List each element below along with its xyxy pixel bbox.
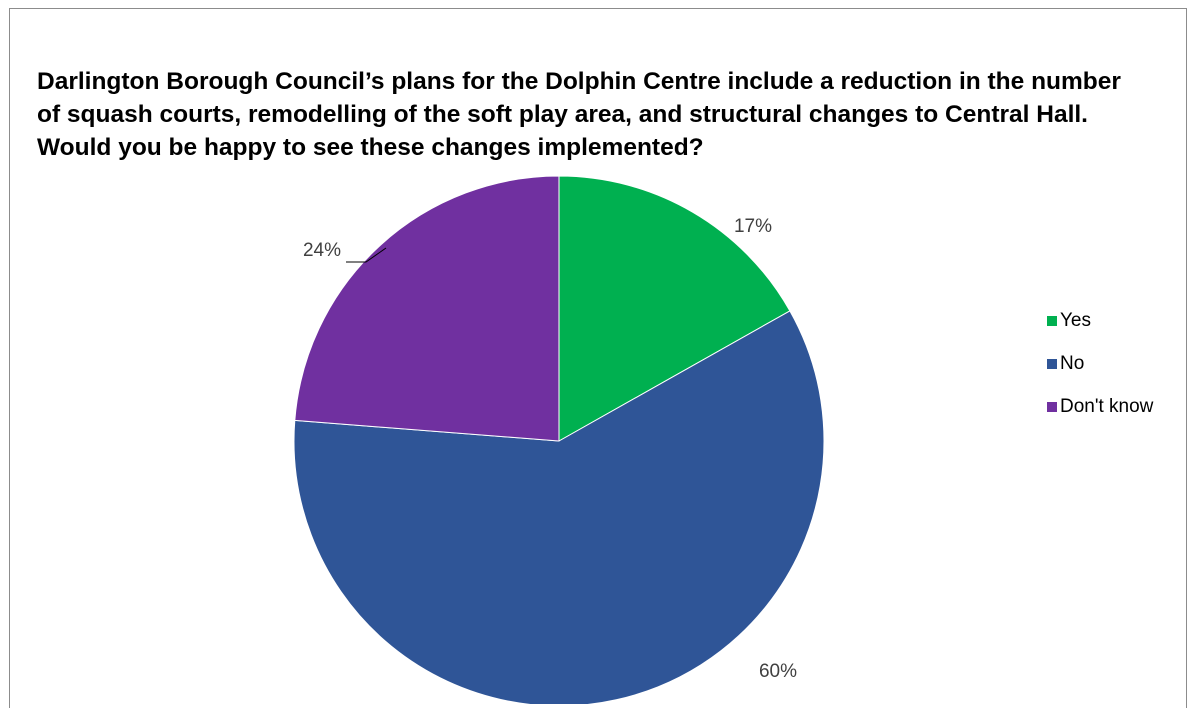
pie-slice-no (293, 310, 825, 704)
legend-swatch (1047, 402, 1057, 412)
leader-line-don-t-know (346, 247, 387, 263)
legend: Yes No Don't know (1047, 310, 1153, 439)
legend-swatch (1047, 316, 1057, 326)
data-label-no: 60% (759, 661, 797, 682)
pie-slice-don-t-know (294, 175, 560, 442)
legend-swatch (1047, 359, 1057, 369)
legend-label: Yes (1060, 310, 1091, 331)
data-label-don-t-know: 24% (303, 240, 341, 261)
legend-item-yes: Yes (1047, 310, 1153, 332)
legend-label: No (1060, 353, 1085, 374)
chart-title: Darlington Borough Council’s plans for t… (37, 68, 1121, 161)
data-label-yes: 17% (734, 216, 772, 237)
legend-label: Don't know (1060, 396, 1154, 417)
legend-item-don-t-know: Don't know (1047, 396, 1153, 418)
pie-slice-yes (558, 175, 791, 442)
legend-item-no: No (1047, 353, 1153, 375)
